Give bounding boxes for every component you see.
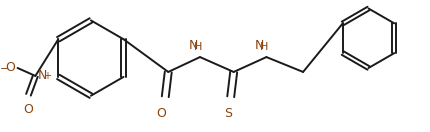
Text: N: N xyxy=(37,69,47,82)
Text: S: S xyxy=(224,107,232,120)
Text: N: N xyxy=(189,39,198,52)
Text: O: O xyxy=(157,107,166,120)
Text: H: H xyxy=(260,42,269,52)
Text: +: + xyxy=(43,71,51,81)
Text: −: − xyxy=(0,64,9,74)
Text: N: N xyxy=(255,39,264,52)
Text: O: O xyxy=(6,62,15,74)
Text: O: O xyxy=(24,103,34,116)
Text: H: H xyxy=(194,42,202,52)
